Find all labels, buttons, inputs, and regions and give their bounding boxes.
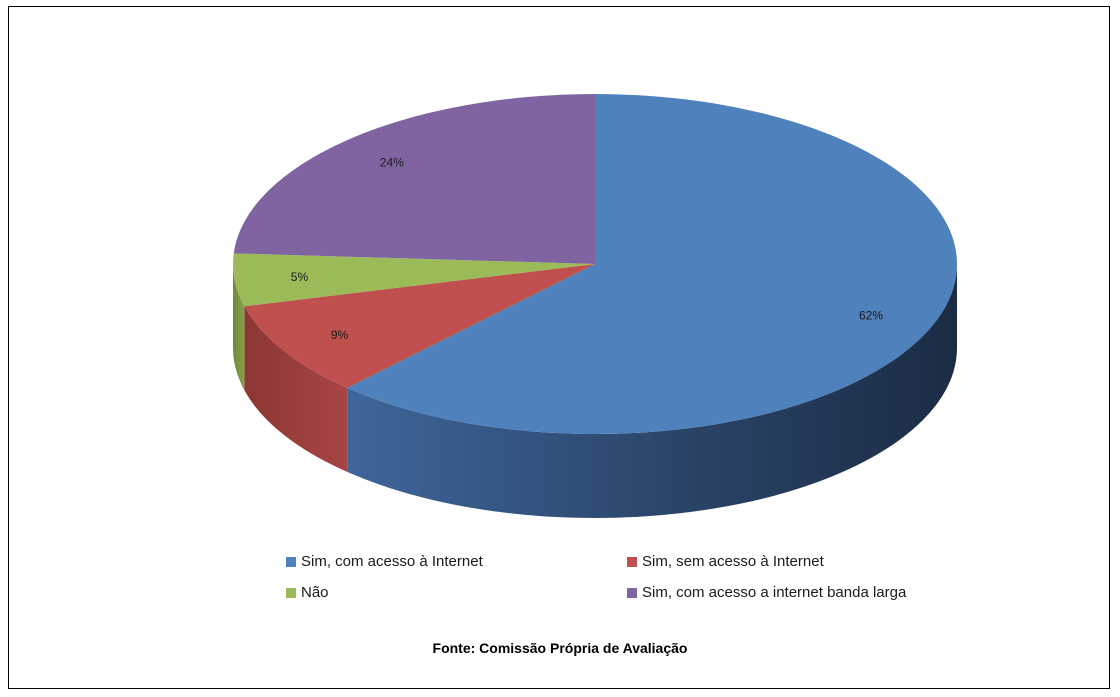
slice-sem-acesso bbox=[244, 264, 595, 388]
slice-banda-larga-data-label: 24% bbox=[380, 155, 404, 169]
slice-com-acesso-data-label: 62% bbox=[859, 308, 883, 322]
pie-data-labels: 62% 9% 5% 24% bbox=[291, 155, 884, 342]
slice-nao-data-label: 5% bbox=[291, 270, 309, 284]
slice-nao bbox=[233, 253, 596, 307]
pie-top-faces bbox=[233, 94, 958, 435]
slice-com-acesso bbox=[347, 94, 958, 435]
slice-nao-side bbox=[233, 264, 245, 391]
slice-sem-acesso-data-label: 9% bbox=[331, 328, 349, 342]
slice-sem-acesso-side bbox=[244, 306, 348, 472]
slice-com-acesso-side bbox=[347, 264, 957, 518]
source-caption: Fonte: Comissão Própria de Avaliação bbox=[432, 640, 688, 656]
pie-side-walls bbox=[233, 264, 957, 518]
slice-banda-larga bbox=[233, 94, 595, 264]
